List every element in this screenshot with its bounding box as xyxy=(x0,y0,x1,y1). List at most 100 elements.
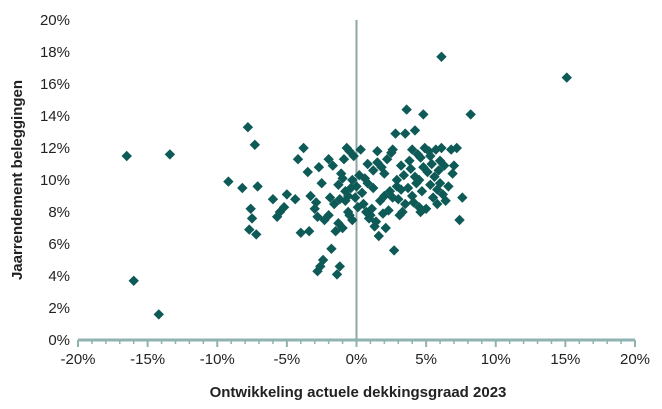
data-point xyxy=(305,190,316,202)
y-tick-label: 12% xyxy=(40,140,70,157)
data-point xyxy=(303,226,315,237)
data-point xyxy=(372,157,383,168)
data-point xyxy=(302,166,313,178)
data-point xyxy=(298,142,309,154)
data-point xyxy=(407,144,418,155)
data-point xyxy=(356,187,368,198)
x-tick-label: 15% xyxy=(550,351,580,368)
data-point xyxy=(251,229,262,240)
x-tick-label: -20% xyxy=(60,351,95,368)
data-point xyxy=(380,222,391,234)
data-point xyxy=(281,189,293,200)
data-point xyxy=(397,206,408,218)
x-tick-label: 0% xyxy=(346,351,368,368)
data-point xyxy=(361,206,372,218)
x-axis xyxy=(77,338,636,347)
x-tick-label: -15% xyxy=(130,351,165,368)
data-point xyxy=(383,205,394,216)
data-point xyxy=(249,139,261,150)
data-point xyxy=(246,213,258,224)
data-point xyxy=(278,202,290,213)
data-point xyxy=(348,150,359,162)
data-point xyxy=(409,125,421,136)
data-point xyxy=(436,142,447,154)
y-tick-label: 14% xyxy=(40,108,70,125)
data-point xyxy=(331,269,343,280)
y-tick-label: 4% xyxy=(48,268,70,285)
data-point xyxy=(323,210,334,221)
data-point xyxy=(368,182,379,194)
data-point xyxy=(379,168,390,179)
data-point xyxy=(388,245,400,256)
data-point xyxy=(439,160,450,171)
data-point xyxy=(387,192,398,203)
data-point xyxy=(434,178,446,189)
data-point xyxy=(391,174,403,186)
data-point xyxy=(387,144,398,155)
data-points xyxy=(121,51,572,320)
data-point xyxy=(395,184,407,195)
data-point xyxy=(366,203,378,214)
data-point xyxy=(451,142,462,154)
data-point xyxy=(337,222,348,234)
data-point xyxy=(373,230,384,242)
data-point xyxy=(252,181,263,192)
data-point xyxy=(465,109,476,120)
data-point xyxy=(395,160,407,171)
data-point xyxy=(334,261,345,272)
data-point xyxy=(164,149,176,160)
data-point xyxy=(561,72,572,83)
data-point xyxy=(400,198,411,210)
x-axis-title: Ontwikkeling actuele dekkingsgraad 2023 xyxy=(210,384,507,401)
data-point xyxy=(121,150,132,162)
data-point xyxy=(425,179,436,190)
data-point xyxy=(242,122,254,133)
y-tick-label: 2% xyxy=(48,300,70,317)
data-point xyxy=(327,160,339,171)
data-point xyxy=(418,109,429,120)
data-point xyxy=(323,154,334,165)
y-tick-label: 10% xyxy=(40,172,70,189)
data-point xyxy=(401,104,412,115)
data-point xyxy=(333,179,344,190)
data-point xyxy=(413,174,425,186)
data-point xyxy=(313,162,325,173)
data-point xyxy=(338,154,350,165)
data-point xyxy=(454,214,465,226)
x-tick-label: 10% xyxy=(481,351,511,368)
data-point xyxy=(440,195,451,206)
y-tick-label: 18% xyxy=(40,44,70,61)
x-tick-label: 20% xyxy=(620,351,650,368)
y-tick-label: 20% xyxy=(40,12,70,29)
data-point xyxy=(443,181,454,192)
data-point xyxy=(390,128,401,139)
data-point xyxy=(340,186,351,197)
data-point xyxy=(352,202,364,213)
data-point xyxy=(370,216,382,227)
data-point xyxy=(381,154,393,165)
data-point xyxy=(379,190,390,202)
data-point xyxy=(128,275,139,286)
data-point xyxy=(404,155,415,166)
data-point xyxy=(416,186,428,197)
data-point xyxy=(429,171,440,182)
data-point xyxy=(415,206,426,218)
data-point xyxy=(432,198,443,210)
data-point xyxy=(267,194,279,205)
data-point xyxy=(312,266,323,277)
data-point xyxy=(422,166,433,178)
data-point xyxy=(405,163,417,174)
data-point xyxy=(290,194,301,205)
y-tick-label: 6% xyxy=(48,236,70,253)
data-point xyxy=(223,176,234,187)
data-point xyxy=(342,206,354,218)
y-axis-tick-labels: 0% 2% 4% 6% 8% 10% 12% 14% 16% 18% 20% xyxy=(40,12,70,349)
data-point xyxy=(317,254,329,266)
data-point xyxy=(349,192,361,203)
data-point xyxy=(337,173,348,184)
y-axis-title: Jaarrendement beleggingen xyxy=(9,80,26,280)
data-point xyxy=(244,224,255,235)
data-point xyxy=(368,165,379,176)
y-tick-label: 8% xyxy=(48,204,70,221)
